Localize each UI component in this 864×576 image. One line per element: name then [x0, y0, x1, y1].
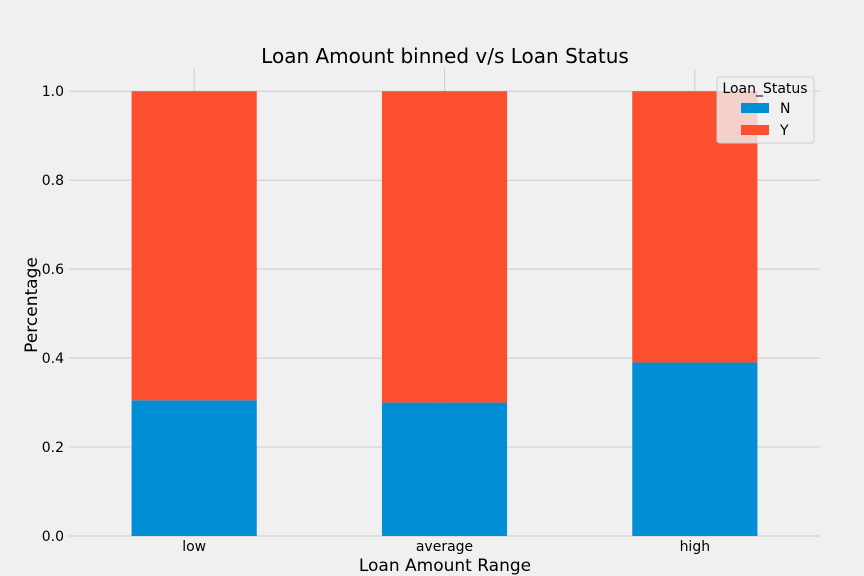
- legend-swatch-n: [741, 103, 769, 113]
- y-tick-label: 0.0: [42, 529, 64, 545]
- y-tick-label: 1.0: [42, 84, 64, 100]
- legend-swatch-y: [741, 125, 769, 135]
- bar-average-n: [381, 402, 508, 536]
- legend-title: Loan_Status: [722, 81, 807, 97]
- legend-label-n: N: [780, 101, 790, 117]
- y-tick-label: 0.2: [42, 440, 64, 456]
- x-tick-label-low: low: [182, 539, 206, 555]
- x-axis-title: Loan Amount Range: [359, 556, 531, 576]
- bar-low-y: [131, 91, 257, 401]
- x-tick-label-high: high: [680, 539, 711, 555]
- bar-average-y: [381, 91, 508, 403]
- y-tick-label: 0.4: [42, 351, 64, 367]
- bar-low-n: [131, 400, 257, 536]
- y-tick-label: 0.6: [42, 262, 64, 278]
- legend: Loan_Status N Y: [716, 76, 815, 144]
- bar-high-n: [632, 362, 758, 536]
- x-tick-labels: low average high: [182, 539, 710, 555]
- legend-label-y: Y: [779, 123, 789, 139]
- chart-title: Loan Amount binned v/s Loan Status: [261, 44, 629, 68]
- x-tick-label-average: average: [416, 539, 473, 555]
- y-axis-title: Percentage: [22, 257, 42, 353]
- bars: [131, 91, 758, 536]
- y-tick-label: 0.8: [42, 173, 64, 189]
- y-tick-labels: 0.0 0.2 0.4 0.6 0.8 1.0: [42, 84, 64, 545]
